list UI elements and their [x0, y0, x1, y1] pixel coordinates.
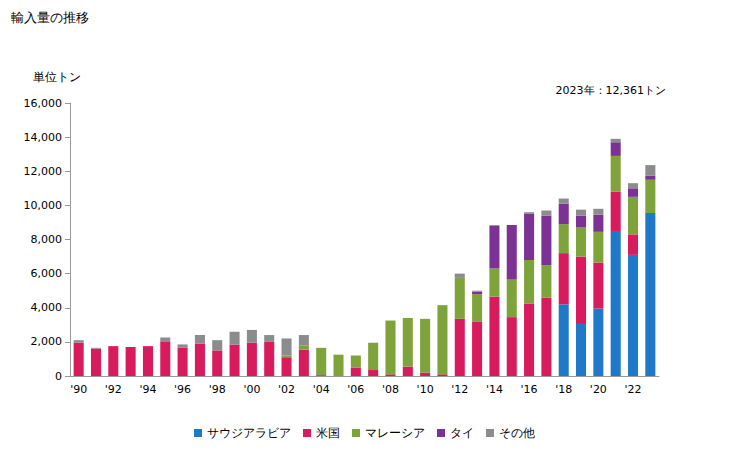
svg-text:'00: '00	[243, 383, 260, 396]
svg-text:'18: '18	[555, 383, 572, 396]
svg-text:4,000: 4,000	[31, 301, 63, 314]
svg-text:マレーシア: マレーシア	[365, 426, 425, 440]
svg-text:'04: '04	[313, 383, 330, 396]
svg-text:2023年：12,361トン: 2023年：12,361トン	[556, 84, 666, 97]
svg-text:'02: '02	[278, 383, 295, 396]
svg-text:'06: '06	[347, 383, 364, 396]
svg-text:10,000: 10,000	[24, 199, 63, 212]
svg-text:その他: その他	[499, 426, 535, 440]
svg-text:'16: '16	[521, 383, 538, 396]
svg-text:'08: '08	[382, 383, 399, 396]
svg-text:'92: '92	[105, 383, 122, 396]
svg-text:12,000: 12,000	[24, 165, 63, 178]
svg-text:16,000: 16,000	[24, 97, 63, 110]
svg-text:'98: '98	[209, 383, 226, 396]
svg-text:'12: '12	[451, 383, 468, 396]
svg-text:単位トン: 単位トン	[33, 70, 81, 84]
svg-text:'14: '14	[486, 383, 503, 396]
svg-text:サウジアラビア: サウジアラビア	[207, 426, 291, 440]
svg-text:輸入量の推移: 輸入量の推移	[11, 10, 89, 25]
svg-text:14,000: 14,000	[24, 131, 63, 144]
svg-text:'94: '94	[139, 383, 156, 396]
svg-text:'22: '22	[624, 383, 641, 396]
svg-text:2,000: 2,000	[31, 335, 63, 348]
svg-text:6,000: 6,000	[31, 267, 63, 280]
svg-text:8,000: 8,000	[31, 233, 63, 246]
svg-text:'96: '96	[174, 383, 191, 396]
svg-text:タイ: タイ	[450, 426, 474, 440]
svg-text:米国: 米国	[316, 426, 340, 440]
svg-text:'20: '20	[590, 383, 607, 396]
svg-text:'10: '10	[417, 383, 434, 396]
svg-text:'90: '90	[70, 383, 87, 396]
svg-text:0: 0	[55, 370, 62, 383]
